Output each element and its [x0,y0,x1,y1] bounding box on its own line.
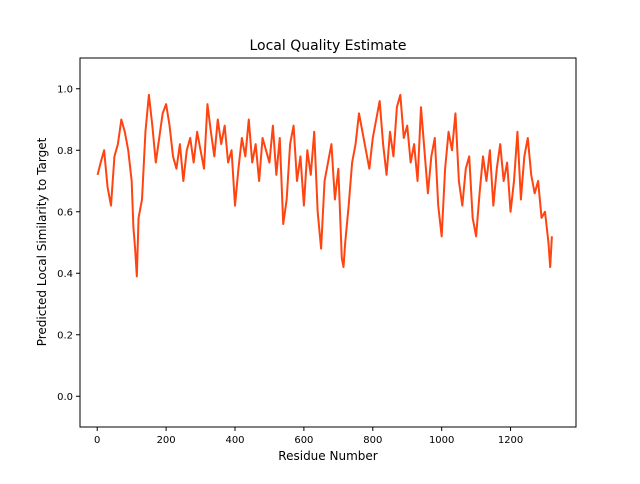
axes-frame [79,57,577,428]
x-tick-label: 1200 [498,435,523,446]
y-tick-label: 1.0 [57,84,73,95]
y-tick-label: 0.4 [57,269,73,280]
series-line-0 [96,93,553,278]
x-axis-ticks: 0 200 400 600 800 1000 1200 [94,427,523,446]
y-axis-label: Predicted Local Similarity to Target [35,137,49,346]
y-tick-label: 0.2 [57,330,73,341]
x-tick-label: 0 [94,435,100,446]
chart-title: Local Quality Estimate [249,38,406,54]
y-tick-label: 0.6 [57,207,73,218]
x-tick-label: 800 [363,435,382,446]
x-tick-label: 1000 [429,435,454,446]
x-tick-label: 600 [294,435,313,446]
x-tick-label: 400 [225,435,244,446]
series-layer [96,93,553,278]
y-tick-label: 0.8 [57,146,73,157]
y-axis-ticks: 0.0 0.2 0.4 0.6 0.8 1.0 [57,84,80,403]
x-axis-label: Residue Number [278,449,377,463]
y-tick-label: 0.0 [57,392,73,403]
x-tick-label: 200 [157,435,176,446]
